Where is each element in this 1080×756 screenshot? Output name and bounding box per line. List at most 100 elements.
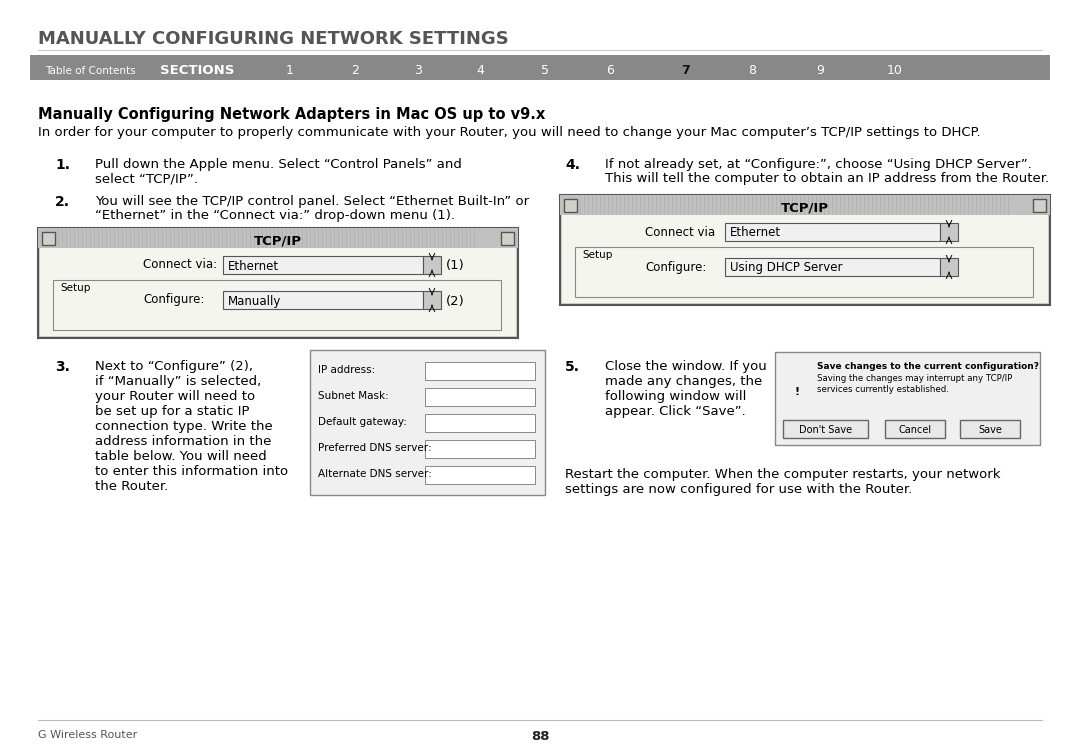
Text: Save: Save xyxy=(978,425,1002,435)
Text: Close the window. If you: Close the window. If you xyxy=(605,360,767,373)
Bar xyxy=(561,195,1050,305)
Bar xyxy=(564,199,577,212)
Text: 3.: 3. xyxy=(55,360,70,374)
Bar xyxy=(40,248,516,336)
Text: Default gateway:: Default gateway: xyxy=(318,417,407,427)
Text: 2: 2 xyxy=(351,64,359,78)
Text: 4: 4 xyxy=(476,64,484,78)
Text: 1.: 1. xyxy=(55,158,70,172)
Text: appear. Click “Save”.: appear. Click “Save”. xyxy=(605,405,746,418)
Text: Manually Configuring Network Adapters in Mac OS up to v9.x: Manually Configuring Network Adapters in… xyxy=(38,107,545,122)
Text: Cancel: Cancel xyxy=(899,425,932,435)
Text: Configure:: Configure: xyxy=(645,261,706,274)
Bar xyxy=(775,352,1040,445)
Text: (1): (1) xyxy=(446,259,464,272)
Bar xyxy=(222,256,423,274)
Text: 4.: 4. xyxy=(565,158,580,172)
Bar xyxy=(501,232,514,245)
Text: 5.: 5. xyxy=(565,360,580,374)
Text: MANUALLY CONFIGURING NETWORK SETTINGS: MANUALLY CONFIGURING NETWORK SETTINGS xyxy=(38,30,509,48)
Bar xyxy=(960,420,1020,438)
Bar xyxy=(53,280,501,330)
Text: TCP/IP: TCP/IP xyxy=(254,234,302,247)
Text: Table of Contents: Table of Contents xyxy=(45,66,136,76)
Text: Ethernet: Ethernet xyxy=(730,227,781,240)
Text: 8: 8 xyxy=(748,64,756,78)
Bar xyxy=(423,256,441,274)
Text: your Router will need to: your Router will need to xyxy=(95,390,255,403)
Bar xyxy=(423,291,441,309)
Bar xyxy=(725,258,940,276)
Text: services currently established.: services currently established. xyxy=(816,385,949,394)
Bar xyxy=(783,420,868,438)
Text: 3: 3 xyxy=(414,64,422,78)
Text: made any changes, the: made any changes, the xyxy=(605,375,762,388)
Bar xyxy=(1032,199,1047,212)
Text: 2.: 2. xyxy=(55,195,70,209)
Text: Connect via: Connect via xyxy=(645,225,715,238)
Text: Alternate DNS server:: Alternate DNS server: xyxy=(318,469,432,479)
Text: SECTIONS: SECTIONS xyxy=(160,64,234,78)
Text: connection type. Write the: connection type. Write the xyxy=(95,420,273,433)
Bar xyxy=(940,223,958,241)
Text: address information in the: address information in the xyxy=(95,435,271,448)
Text: Saving the changes may interrupt any TCP/IP: Saving the changes may interrupt any TCP… xyxy=(816,374,1012,383)
Text: “Ethernet” in the “Connect via:” drop-down menu (1).: “Ethernet” in the “Connect via:” drop-do… xyxy=(95,209,455,222)
Text: Manually: Manually xyxy=(228,295,282,308)
Text: In order for your computer to properly communicate with your Router, you will ne: In order for your computer to properly c… xyxy=(38,126,981,139)
Bar xyxy=(222,291,423,309)
Bar xyxy=(426,466,535,484)
Bar xyxy=(38,228,518,338)
Text: 10: 10 xyxy=(887,64,903,78)
Text: following window will: following window will xyxy=(605,390,746,403)
Text: Connect via:: Connect via: xyxy=(143,259,217,271)
Text: This will tell the computer to obtain an IP address from the Router.: This will tell the computer to obtain an… xyxy=(605,172,1049,185)
Text: Restart the computer. When the computer restarts, your network: Restart the computer. When the computer … xyxy=(565,468,1000,481)
Bar xyxy=(310,350,545,495)
Text: Don't Save: Don't Save xyxy=(799,425,852,435)
Text: Subnet Mask:: Subnet Mask: xyxy=(318,391,389,401)
Text: TCP/IP: TCP/IP xyxy=(781,202,829,215)
Bar xyxy=(940,258,958,276)
Text: if “Manually” is selected,: if “Manually” is selected, xyxy=(95,375,261,388)
Text: IP address:: IP address: xyxy=(318,365,375,375)
Bar xyxy=(885,420,945,438)
Text: Setup: Setup xyxy=(60,283,91,293)
Text: Using DHCP Server: Using DHCP Server xyxy=(730,262,842,274)
Bar xyxy=(561,195,1050,215)
Text: 7: 7 xyxy=(681,64,690,78)
Text: Preferred DNS server:: Preferred DNS server: xyxy=(318,443,432,453)
Text: 5: 5 xyxy=(541,64,549,78)
Polygon shape xyxy=(785,357,809,377)
Text: G Wireless Router: G Wireless Router xyxy=(38,730,137,740)
Bar xyxy=(426,388,535,406)
Text: to enter this information into: to enter this information into xyxy=(95,465,288,478)
Text: 9: 9 xyxy=(816,64,824,78)
Text: If not already set, at “Configure:”, choose “Using DHCP Server”.: If not already set, at “Configure:”, cho… xyxy=(605,158,1031,171)
Text: Pull down the Apple menu. Select “Control Panels” and: Pull down the Apple menu. Select “Contro… xyxy=(95,158,462,171)
Bar xyxy=(30,55,1050,80)
Text: You will see the TCP/IP control panel. Select “Ethernet Built-In” or: You will see the TCP/IP control panel. S… xyxy=(95,195,529,208)
Bar xyxy=(38,228,518,248)
Bar xyxy=(426,362,535,380)
Bar xyxy=(42,232,55,245)
Text: Save changes to the current configuration?: Save changes to the current configuratio… xyxy=(816,362,1039,371)
Text: Setup: Setup xyxy=(582,250,612,260)
Text: 88: 88 xyxy=(530,730,550,743)
Bar xyxy=(426,414,535,432)
Bar xyxy=(575,247,1032,297)
Text: table below. You will need: table below. You will need xyxy=(95,450,267,463)
Text: !: ! xyxy=(795,387,799,397)
Text: settings are now configured for use with the Router.: settings are now configured for use with… xyxy=(565,483,913,496)
Text: (2): (2) xyxy=(446,295,464,308)
Text: Configure:: Configure: xyxy=(143,293,204,306)
Text: Ethernet: Ethernet xyxy=(228,259,279,272)
Text: the Router.: the Router. xyxy=(95,480,168,493)
Text: 6: 6 xyxy=(606,64,613,78)
Text: be set up for a static IP: be set up for a static IP xyxy=(95,405,249,418)
Text: 1: 1 xyxy=(286,64,294,78)
Text: select “TCP/IP”.: select “TCP/IP”. xyxy=(95,172,198,185)
Bar xyxy=(426,440,535,458)
Bar xyxy=(725,223,940,241)
Bar xyxy=(562,215,1048,303)
